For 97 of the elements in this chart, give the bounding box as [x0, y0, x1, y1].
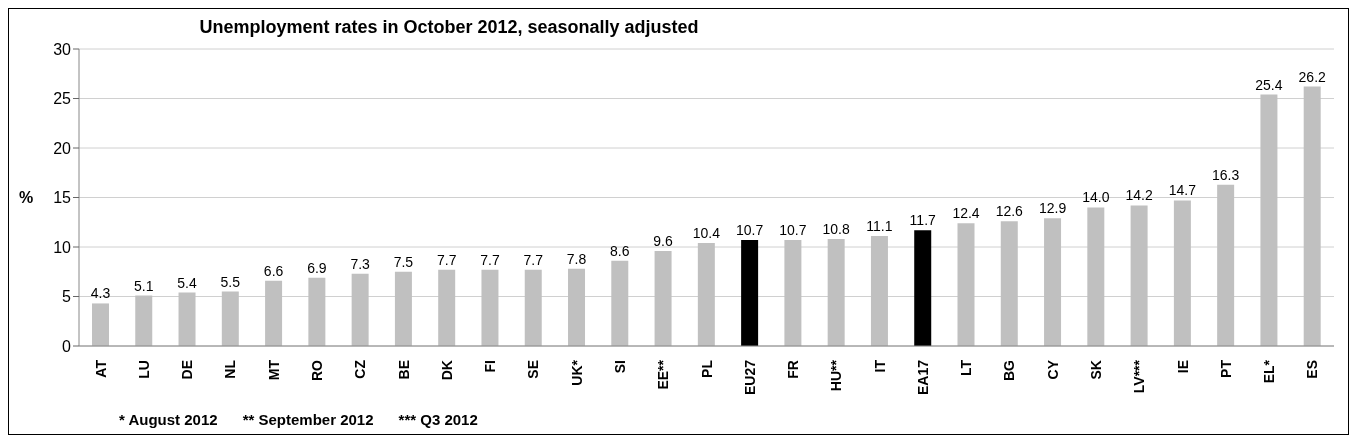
- bar: [351, 273, 369, 346]
- x-tick-label: LU: [135, 360, 152, 379]
- bar: [1044, 218, 1062, 346]
- bar: [914, 230, 932, 346]
- data-label: 9.6: [653, 232, 674, 249]
- x-tick-label: DK: [438, 360, 455, 381]
- x-tick-label: IE: [1174, 360, 1191, 374]
- bar: [1000, 221, 1018, 346]
- bar: [135, 295, 153, 346]
- x-tick-label: RO: [309, 359, 326, 381]
- bar: [178, 292, 196, 346]
- bar: [265, 280, 283, 346]
- data-label: 7.8: [566, 250, 587, 267]
- x-tick-label: LV***: [1131, 359, 1148, 394]
- data-label: 7.7: [523, 251, 544, 268]
- data-label: 10.7: [779, 222, 807, 239]
- x-tick-label: EU27: [741, 359, 758, 396]
- x-tick-label: AT: [92, 359, 109, 378]
- data-label: 25.4: [1255, 76, 1283, 93]
- bar: [654, 250, 672, 346]
- data-label: 7.7: [436, 251, 457, 268]
- y-tick-label: 0: [62, 337, 72, 355]
- bar: [438, 269, 456, 346]
- x-tick-label: SI: [611, 360, 628, 374]
- x-tick-label: SE: [525, 360, 542, 379]
- bar: [827, 239, 845, 346]
- data-label: 4.3: [90, 285, 111, 302]
- text: * August 2012 ** September 2012 *** Q3 2012: [119, 411, 478, 428]
- data-label: 16.3: [1212, 166, 1240, 183]
- x-tick-label: DE: [179, 360, 196, 380]
- bar: [1217, 184, 1235, 346]
- bar: [1130, 205, 1148, 346]
- data-label: 12.9: [1038, 200, 1067, 217]
- x-tick-label: HU**: [828, 359, 845, 392]
- data-label: 10.7: [736, 222, 764, 239]
- x-tick-label: ES: [1304, 360, 1321, 379]
- bar: [1173, 200, 1191, 346]
- data-label: 6.9: [307, 259, 327, 276]
- data-label: 7.3: [350, 255, 371, 272]
- y-tick-label: 5: [62, 288, 72, 306]
- bar: [308, 277, 326, 346]
- bar: [221, 291, 239, 346]
- data-label: 14.2: [1125, 187, 1153, 204]
- chart-title: Unemployment rates in October 2012, seasonally adjusted: [198, 17, 700, 38]
- bar: [91, 303, 109, 346]
- bar: [1303, 86, 1321, 346]
- x-tick-label: FR: [785, 360, 802, 379]
- y-tick-label: 25: [53, 90, 72, 108]
- y-tick-label: 30: [53, 40, 72, 58]
- data-label: 8.6: [610, 242, 630, 259]
- x-tick-label: PL: [698, 359, 715, 378]
- data-label: 6.6: [263, 262, 284, 279]
- data-label: 26.2: [1298, 68, 1327, 85]
- bar: [568, 268, 586, 346]
- x-tick-label: EE**: [655, 359, 672, 390]
- data-label: 10.8: [822, 221, 851, 238]
- data-label: 7.5: [393, 253, 414, 270]
- x-tick-label: NL: [222, 359, 239, 379]
- y-tick-label: 20: [53, 139, 72, 157]
- x-tick-label: CY: [1044, 359, 1061, 380]
- x-tick-label: BG: [1001, 359, 1018, 381]
- data-label: 14.0: [1082, 189, 1110, 206]
- bar: [870, 236, 888, 346]
- data-label: 11.1: [866, 218, 893, 235]
- x-tick-label: EA17: [914, 359, 931, 396]
- data-label: 5.1: [134, 277, 154, 294]
- y-axis-title: %: [19, 189, 34, 207]
- x-tick-label: MT: [265, 359, 282, 381]
- data-label: 5.5: [220, 273, 241, 290]
- data-label: 11.7: [909, 212, 937, 229]
- data-label: 12.4: [952, 205, 980, 222]
- x-tick-label: CZ: [352, 359, 369, 379]
- data-label: 10.4: [692, 225, 721, 242]
- data-label: 5.4: [177, 274, 197, 291]
- x-tick-label: UK*: [568, 359, 585, 386]
- bar: [394, 271, 412, 346]
- data-label: 7.7: [480, 251, 500, 268]
- x-tick-label: EL*: [1261, 359, 1278, 384]
- bar: [784, 240, 802, 346]
- bar: [481, 269, 499, 346]
- x-tick-label: SK: [1087, 360, 1104, 380]
- bar: [524, 269, 542, 346]
- bar: [741, 240, 759, 346]
- x-tick-label: PT: [1217, 359, 1234, 378]
- data-label: 14.7: [1168, 182, 1197, 199]
- x-tick-label: BE: [395, 360, 412, 380]
- y-tick-label: 15: [53, 189, 72, 207]
- bar: [697, 243, 715, 346]
- y-tick-label: 10: [53, 238, 72, 256]
- x-tick-label: FI: [482, 360, 499, 373]
- bar: [1260, 94, 1278, 346]
- data-label: 12.6: [995, 203, 1024, 220]
- bar: [611, 260, 629, 346]
- x-tick-label: LT: [958, 359, 975, 377]
- x-tick-label: IT: [871, 359, 888, 373]
- bar: [957, 223, 975, 346]
- bar: [1087, 207, 1105, 346]
